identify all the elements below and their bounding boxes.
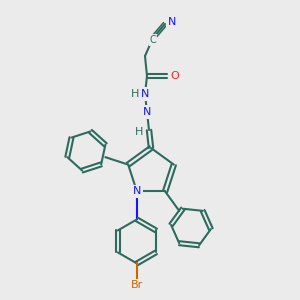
Text: Br: Br xyxy=(131,280,143,290)
Text: H: H xyxy=(131,89,139,99)
Text: N: N xyxy=(168,17,176,27)
Text: N: N xyxy=(141,89,149,99)
Text: H: H xyxy=(135,127,143,137)
Text: N: N xyxy=(143,107,151,117)
Text: N: N xyxy=(133,186,141,197)
Text: C: C xyxy=(150,35,156,45)
Text: O: O xyxy=(171,71,179,81)
